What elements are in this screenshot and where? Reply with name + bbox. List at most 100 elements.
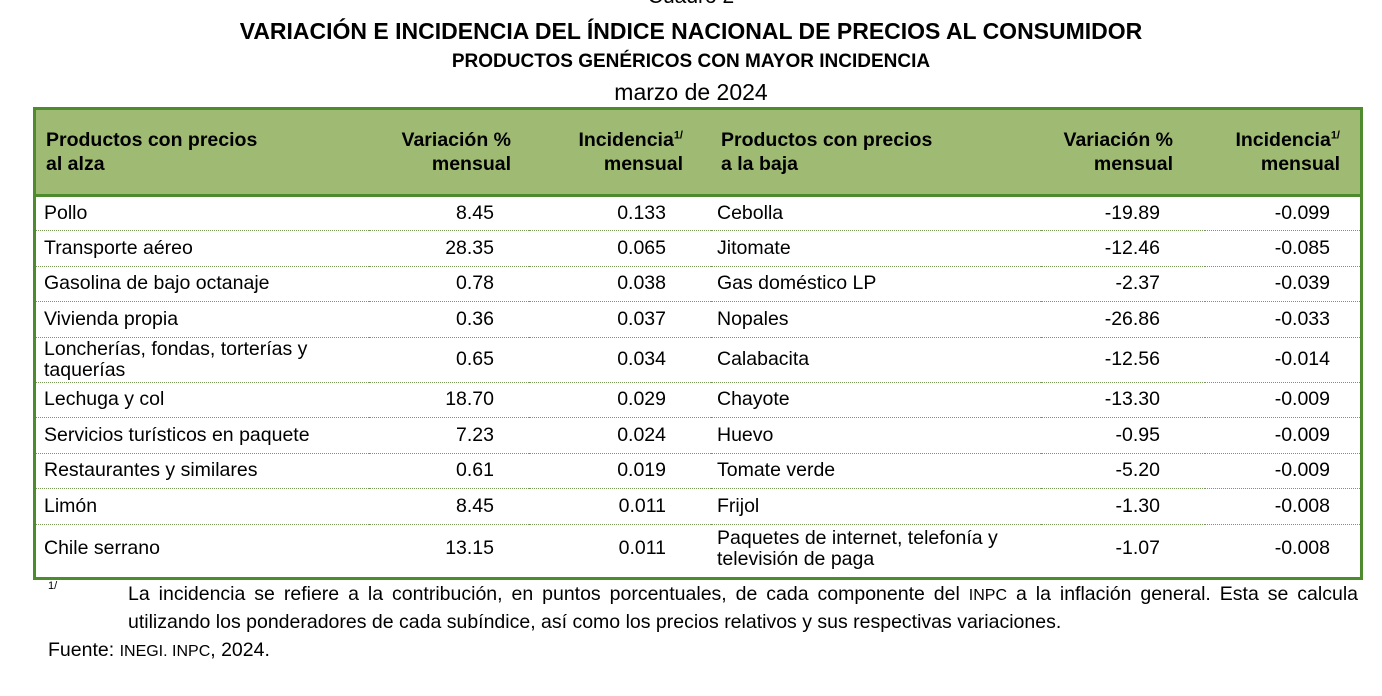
product-down-incidence: -0.085 [1205, 230, 1360, 267]
product-up-name: Lechuga y col [36, 382, 369, 418]
product-down-name: Tomate verde [711, 453, 1041, 489]
product-up-name: Servicios turísticos en paquete [36, 417, 369, 454]
product-up-name: Chile serrano [44, 537, 160, 560]
product-down-variation: -2.37 [1041, 266, 1205, 302]
source-note: Fuente: INEGI. INPC, 2024. [48, 637, 270, 665]
product-down-incidence: -0.033 [1205, 301, 1360, 338]
product-down-name: Huevo [711, 417, 1041, 454]
product-up-variation: 28.35 [369, 230, 529, 267]
product-up-name: Restaurantes y similares [36, 453, 369, 489]
col-header-incidencia-alza: Incidencia1/ mensual [529, 110, 711, 197]
product-down-incidence: -0.008 [1205, 488, 1360, 525]
table-header-row: Productos con precios al alza Variación … [36, 110, 1360, 197]
product-up-variation: 0.36 [369, 301, 529, 338]
col-header-var-line1: Variación % [1063, 128, 1173, 151]
product-up-incidence: 0.037 [529, 301, 711, 338]
footnote-mark: 1/ [48, 580, 58, 592]
product-up-name: Loncherías, fondas, torterías y taquería… [36, 337, 369, 383]
source-org: INEGI. INPC [119, 643, 211, 660]
col-header-variacion-baja: Variación % mensual [1041, 110, 1205, 197]
col-header-baja: Productos con precios a la baja [711, 110, 1041, 197]
col-header-var-line2: mensual [431, 152, 511, 175]
table-row: Limón 8.45 0.011 Frijol -1.30 -0.008 [36, 488, 1360, 525]
product-down-incidence: -0.014 [1205, 337, 1360, 383]
table-row: Vivienda propia 0.36 0.037 Nopales -26.8… [36, 301, 1360, 338]
product-up-name: Transporte aéreo [36, 230, 369, 267]
col-header-alza-line1: Productos con precios [46, 128, 258, 151]
product-up-name: Pollo [36, 195, 369, 231]
source-year: , 2024. [210, 639, 270, 661]
cuadro-label: Cuadro 2 [0, 0, 1382, 8]
table-row: Transporte aéreo 28.35 0.065 Jitomate -1… [36, 230, 1360, 267]
product-down-incidence: -0.009 [1205, 382, 1360, 418]
table-row: Lechuga y col 18.70 0.029 Chayote -13.30… [36, 382, 1360, 418]
product-down-incidence: -0.009 [1205, 453, 1360, 489]
col-header-var-line1: Variación % [401, 128, 511, 151]
col-header-variacion-alza: Variación % mensual [369, 110, 529, 197]
product-down-name: Gas doméstico LP [711, 266, 1041, 302]
table-row: Restaurantes y similares 0.61 0.019 Toma… [36, 453, 1360, 489]
col-header-alza: Productos con precios al alza [36, 110, 369, 197]
footnote-text-b: a la inflación general. Esta se calcula … [128, 583, 1358, 633]
product-down-incidence: -0.009 [1205, 417, 1360, 454]
product-down-variation: -12.56 [1041, 337, 1205, 383]
footnote-ref: 1/ [1330, 129, 1340, 142]
table-row: Gasolina de bajo octanaje 0.78 0.038 Gas… [36, 266, 1360, 302]
product-down-variation: -1.07 [1115, 537, 1160, 560]
product-down-variation: -13.30 [1041, 382, 1205, 418]
product-up-incidence: 0.034 [529, 337, 711, 383]
product-down-variation: -12.46 [1041, 230, 1205, 267]
product-down-variation: -0.95 [1041, 417, 1205, 454]
product-down-name: Nopales [711, 301, 1041, 338]
product-down-name: Frijol [711, 488, 1041, 525]
product-down-name: Calabacita [711, 337, 1041, 383]
product-up-incidence: 0.065 [529, 230, 711, 267]
product-down-name: Chayote [711, 382, 1041, 418]
product-down-variation: -5.20 [1041, 453, 1205, 489]
product-up-variation: 0.61 [369, 453, 529, 489]
product-up-variation: 0.65 [369, 337, 529, 383]
table-row: Loncherías, fondas, torterías y taquería… [36, 337, 1360, 383]
product-up-variation: 0.78 [369, 266, 529, 302]
col-header-inc-line1: Incidencia [1235, 128, 1331, 151]
product-down-name: Cebolla [711, 195, 1041, 231]
col-header-inc-line2: mensual [1260, 152, 1340, 175]
page-title: VARIACIÓN E INCIDENCIA DEL ÍNDICE NACION… [239, 18, 1143, 44]
table-row: Pollo 8.45 0.133 Cebolla -19.89 -0.099 [36, 195, 1360, 231]
product-up-incidence: 0.019 [529, 453, 711, 489]
product-up-incidence: 0.024 [529, 417, 711, 454]
product-down-incidence: -0.099 [1205, 195, 1360, 231]
product-up-incidence: 0.029 [529, 382, 711, 418]
product-up-name: Limón [36, 488, 369, 525]
table-row: Chile serrano 13.15 0.011 Paquetes de in… [36, 524, 1360, 573]
product-up-variation: 13.15 [445, 537, 494, 560]
col-header-alza-line2: al alza [46, 152, 105, 175]
product-down-name: Paquetes de internet, telefonía y televi… [717, 526, 998, 570]
col-header-incidencia-baja: Incidencia1/ mensual [1205, 110, 1360, 197]
price-table: Productos con precios al alza Variación … [36, 110, 1360, 573]
product-up-variation: 8.45 [369, 488, 529, 525]
product-up-name: Vivienda propia [36, 301, 369, 338]
col-header-inc-line1: Incidencia [578, 128, 674, 151]
price-table-frame: Productos con precios al alza Variación … [33, 107, 1363, 580]
product-up-incidence: 0.038 [529, 266, 711, 302]
footnote-ref: 1/ [673, 129, 683, 142]
col-header-baja-line2: a la baja [721, 152, 798, 175]
footnote-inpc: INPC [968, 587, 1008, 604]
product-up-variation: 18.70 [369, 382, 529, 418]
col-header-var-line2: mensual [1093, 152, 1173, 175]
table-row: Servicios turísticos en paquete 7.23 0.0… [36, 417, 1360, 454]
product-up-variation: 7.23 [369, 417, 529, 454]
product-up-variation: 8.45 [369, 195, 529, 231]
period-date: marzo de 2024 [614, 79, 768, 105]
col-header-baja-line1: Productos con precios [721, 128, 933, 151]
product-up-incidence: 0.011 [618, 537, 666, 560]
product-down-variation: -26.86 [1041, 301, 1205, 338]
product-up-incidence: 0.011 [529, 488, 711, 525]
footnote-text-a: La incidencia se refiere a la contribuci… [128, 583, 969, 605]
footnote-text: La incidencia se refiere a la contribuci… [128, 581, 1358, 636]
product-down-incidence: -0.039 [1205, 266, 1360, 302]
product-down-incidence: -0.008 [1274, 537, 1330, 560]
col-header-inc-line2: mensual [603, 152, 683, 175]
product-up-name: Gasolina de bajo octanaje [36, 266, 369, 302]
